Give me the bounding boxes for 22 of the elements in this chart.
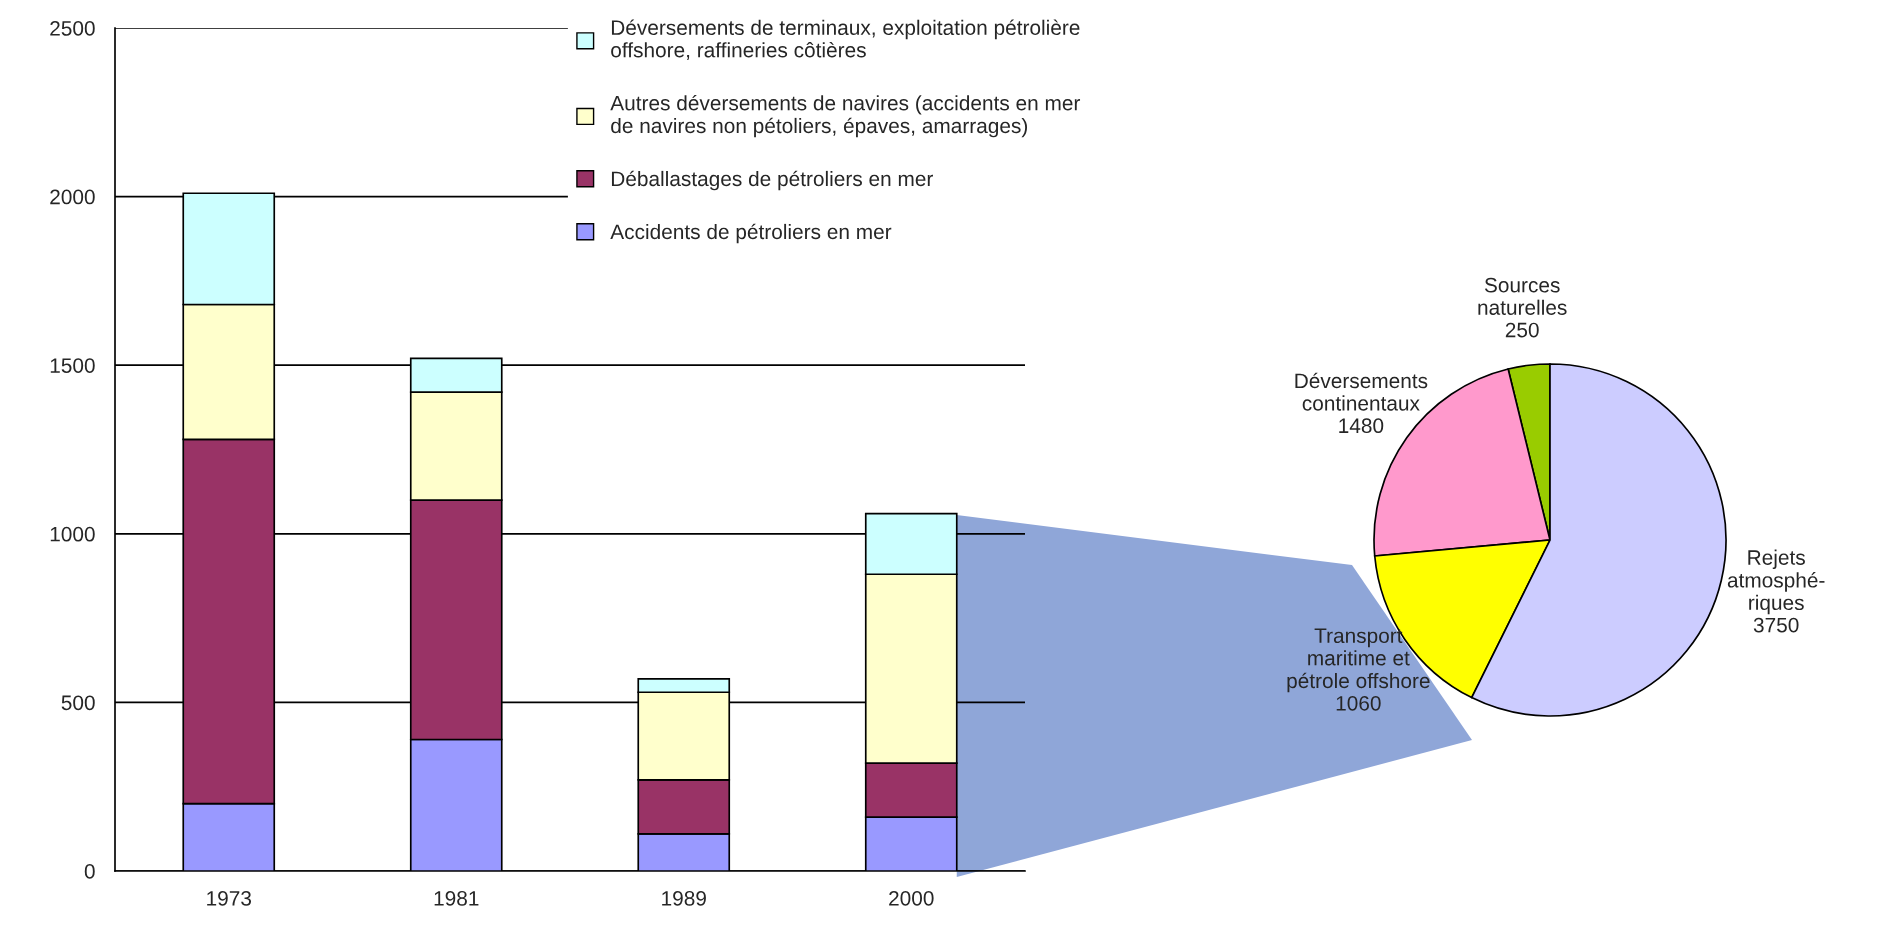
slice-label: Sources naturelles [1478,277,1567,315]
y-tick-label: 2000 [50,189,95,205]
slice-label: Rejets atmosphé- riques [1727,549,1825,615]
y-tick-label: 500 [61,695,95,711]
y-tick-label: 0 [84,864,95,879]
y-tick-label: 1000 [50,526,95,542]
x-tick-label: 1989 [662,890,706,906]
data-label: 1480 [1339,418,1384,434]
data-label: 3750 [1753,617,1799,633]
x-tick-label: 1973 [207,890,252,906]
legend-label: Déballastages de pétroliers en mer [611,170,933,191]
y-tick-label: 2500 [50,21,95,36]
x-tick-label: 2000 [889,890,934,906]
data-label: 1060 [1336,695,1381,711]
x-tick-label: 1981 [434,890,479,906]
y-tick-label: 1500 [50,358,95,373]
slice-label: Déversements continentaux [1295,372,1428,411]
data-label: 250 [1505,322,1539,338]
legend-label: Déversements de terminaux, exploitation pétrolière offshore, raffineries côtières [611,19,1080,60]
legend-label: Accidents de pétroliers en mer [610,223,892,244]
slice-label: Transport maritime et pétrole offshore [1287,628,1430,693]
legend-label: Autres déversements de navires (accidents en mer de navires non pétoliers, épaves, amarrages) [610,94,1081,138]
